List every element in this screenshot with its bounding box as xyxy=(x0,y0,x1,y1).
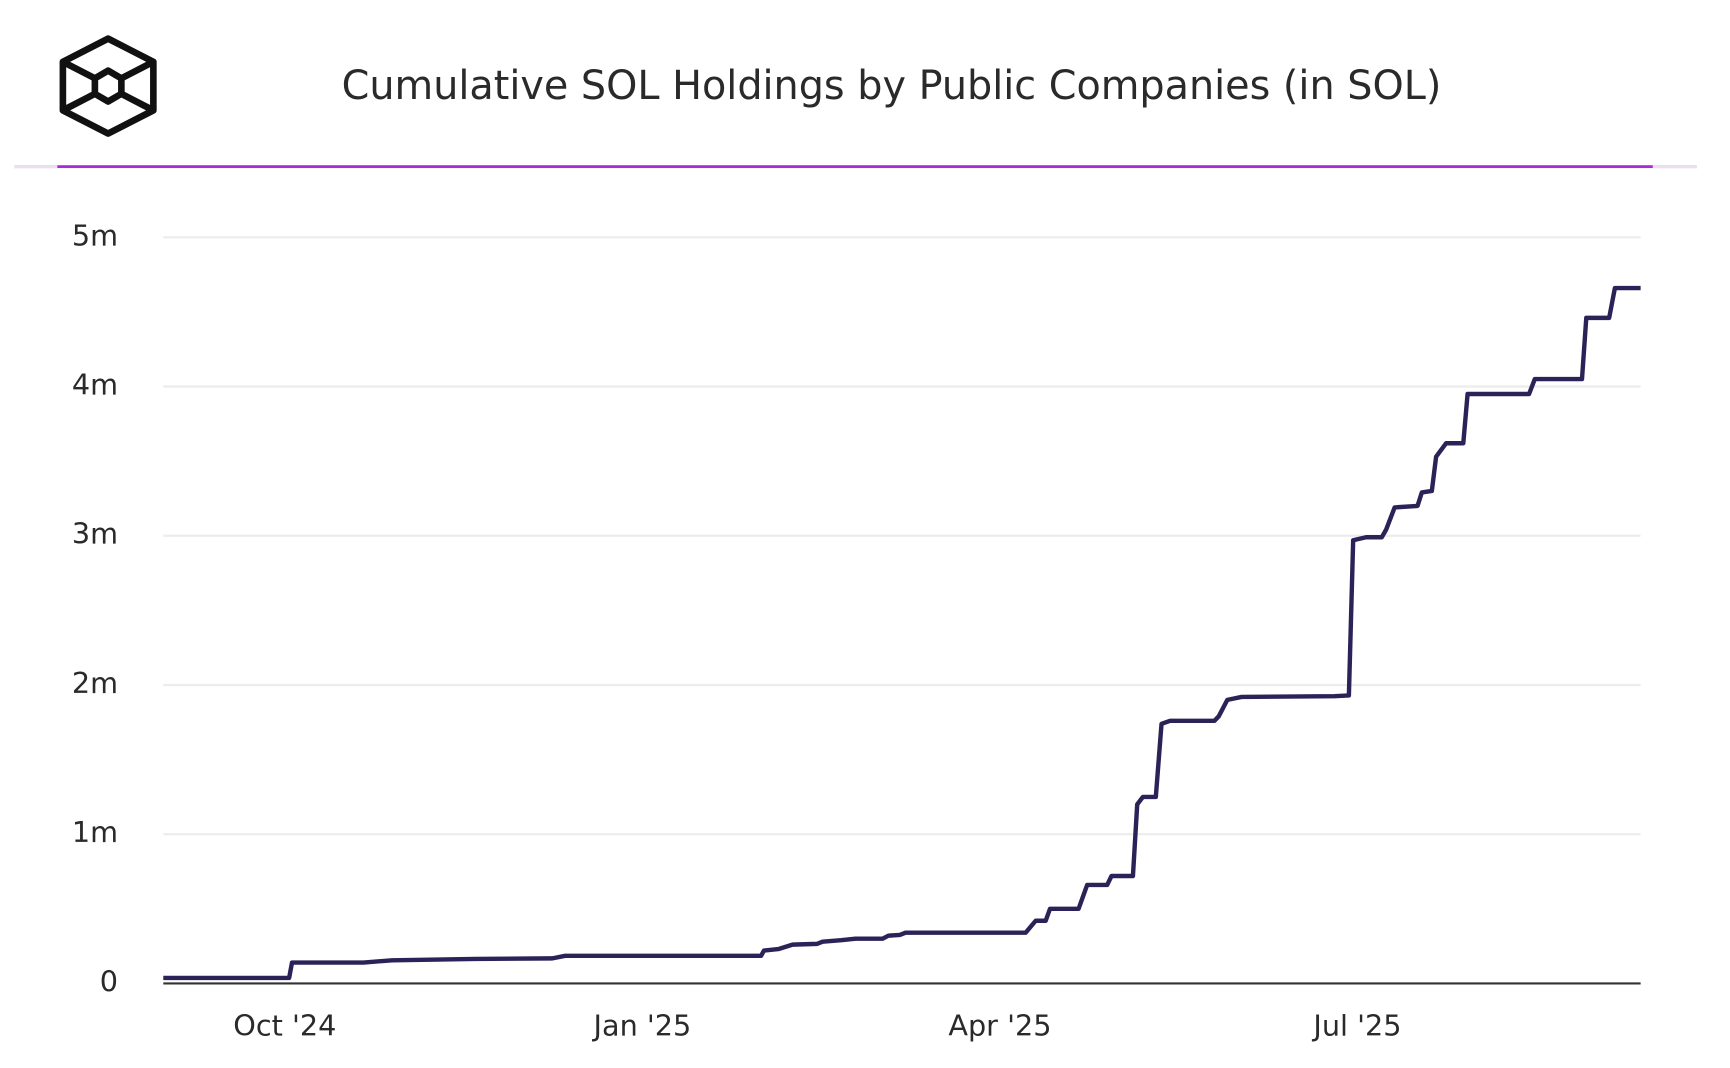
y-tick-label: 1m xyxy=(72,815,118,849)
logo xyxy=(59,35,157,137)
y-tick-label: 3m xyxy=(72,517,118,551)
x-tick-label: Jul '25 xyxy=(1311,1009,1401,1043)
chart-title: Cumulative SOL Holdings by Public Compan… xyxy=(342,63,1442,109)
x-tick-label: Apr '25 xyxy=(948,1009,1051,1043)
y-tick-label: 0 xyxy=(100,964,118,998)
x-tick-label: Oct '24 xyxy=(233,1009,336,1043)
y-tick-label: 2m xyxy=(72,666,118,700)
y-tick-label: 4m xyxy=(72,368,118,402)
x-tick-label: Jan '25 xyxy=(592,1009,692,1043)
line-series xyxy=(163,285,1641,981)
y-tick-label: 5m xyxy=(72,218,118,252)
